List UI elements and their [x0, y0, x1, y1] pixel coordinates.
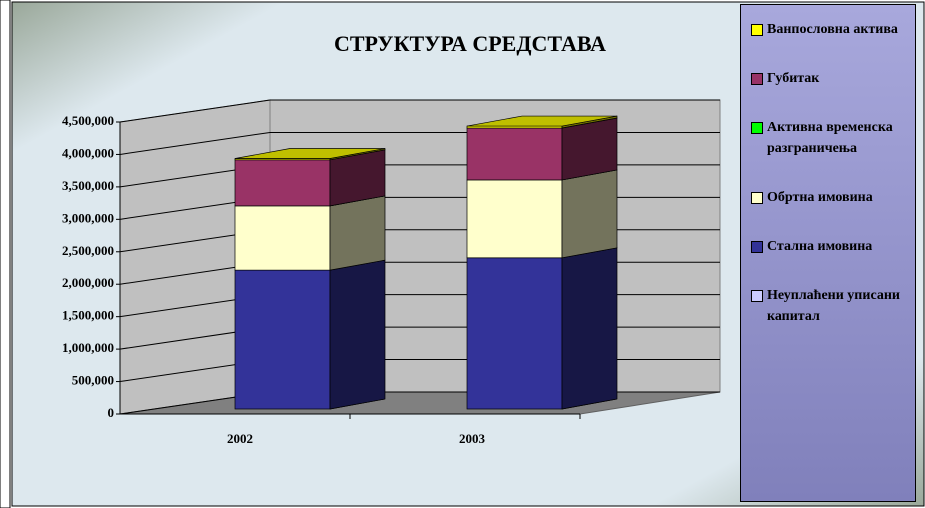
legend-entry: Губитак	[751, 68, 909, 89]
legend-entry: Активна временска разграничења	[751, 117, 909, 159]
bar-front	[466, 127, 563, 181]
x-tick-label: 2003	[459, 431, 486, 446]
legend-swatch	[751, 192, 763, 204]
y-tick-label: 3,500,000	[62, 178, 114, 193]
y-tick-label: 0	[108, 405, 115, 420]
legend-entry: Ванпословна актива	[751, 19, 909, 40]
legend-entry: Стална имовина	[751, 236, 909, 257]
bar-side	[561, 169, 618, 259]
legend-label: Обртна имовина	[767, 190, 873, 205]
y-tick-label: 4,000,000	[62, 145, 114, 160]
bar-side	[329, 259, 386, 410]
legend-swatch	[751, 241, 763, 253]
bar-top	[234, 148, 386, 159]
y-tick-label: 3,000,000	[62, 210, 114, 225]
legend-swatch	[751, 122, 763, 134]
bar-front	[234, 205, 331, 271]
bar-front	[466, 179, 563, 259]
bar-top	[466, 115, 618, 127]
legend-swatch	[751, 73, 763, 85]
y-tick-label: 1,000,000	[62, 340, 114, 355]
chart-title: СТРУКТУРА СРЕДСТАВА	[334, 31, 606, 56]
legend-label: Губитак	[767, 71, 820, 86]
bar-front	[234, 159, 331, 207]
y-tick-label: 1,500,000	[62, 308, 114, 323]
x-tick-label: 2002	[227, 431, 253, 446]
y-tick-label: 2,500,000	[62, 243, 114, 258]
bar-front	[466, 257, 563, 410]
legend-label: Стална имовина	[767, 239, 873, 254]
legend-label: Активна временска разграничења	[767, 120, 893, 156]
legend-label: Неуплаћени уписани капитал	[767, 288, 900, 324]
y-tick-label: 500,000	[72, 373, 114, 388]
legend-swatch	[751, 24, 763, 36]
legend-swatch	[751, 290, 763, 302]
legend-label: Ванпословна актива	[767, 22, 898, 37]
sheet-edge	[0, 0, 11, 508]
grid-line	[119, 131, 271, 155]
grid-line	[119, 99, 271, 123]
bar-side	[329, 195, 386, 271]
legend-entry: Обртна имовина	[751, 187, 909, 208]
legend-entry: Неуплаћени уписани капитал	[751, 285, 909, 327]
bar-side	[561, 117, 618, 181]
bar-front	[234, 269, 331, 410]
bar-side	[561, 247, 618, 410]
y-tick-label: 2,000,000	[62, 275, 114, 290]
legend: Ванпословна актива Губитак Активна временс…	[740, 4, 916, 502]
y-tick-label: 4,500,000	[62, 113, 114, 128]
